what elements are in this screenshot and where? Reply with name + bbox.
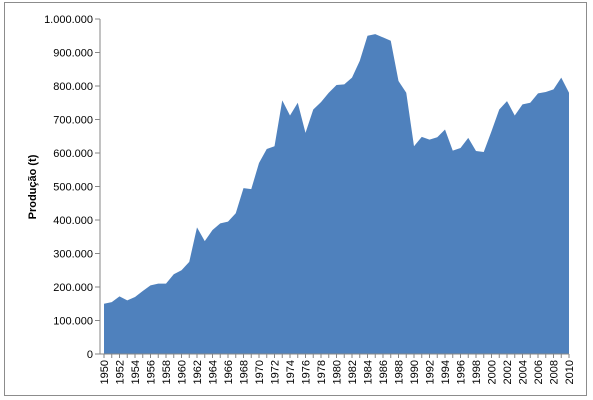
x-tick-label: 2008: [549, 360, 561, 384]
x-tick-label: 1954: [130, 360, 142, 384]
x-tick-label: 1988: [394, 360, 406, 384]
x-tick-label: 1984: [363, 360, 375, 384]
y-tick-label: 0: [87, 349, 93, 361]
x-tick-label: 1956: [146, 360, 158, 384]
x-tick-label: 1966: [223, 360, 235, 384]
x-tick-label: 1958: [161, 360, 173, 384]
x-tick-label: 1974: [285, 360, 297, 384]
x-tick-label: 1986: [378, 360, 390, 384]
series-area: [104, 34, 569, 354]
y-tick-label: 100.000: [53, 316, 93, 328]
y-tick-label: 600.000: [53, 148, 93, 160]
x-tick-label: 1952: [115, 360, 127, 384]
y-tick-label: 800.000: [53, 81, 93, 93]
x-tick-label: 1976: [301, 360, 313, 384]
y-tick-label: 1.000.000: [44, 14, 93, 26]
x-tick-label: 1962: [192, 360, 204, 384]
y-tick-label: 200.000: [53, 282, 93, 294]
x-tick-label: 1960: [177, 360, 189, 384]
x-tick-label: 1992: [425, 360, 437, 384]
y-tick-label: 700.000: [53, 115, 93, 127]
x-tick-label: 1994: [440, 360, 452, 384]
x-tick-label: 1998: [471, 360, 483, 384]
x-tick-label: 1982: [347, 360, 359, 384]
x-tick-label: 1990: [409, 360, 421, 384]
plot-area: 0 100.000 200.000 300.000 400.000 500.000 600.…: [44, 14, 576, 384]
x-tick-label: 2004: [518, 360, 530, 384]
x-tick-label: 2010: [564, 360, 576, 384]
x-tick-label: 2006: [533, 360, 545, 384]
x-tick-label: 2000: [487, 360, 499, 384]
y-tick-label: 400.000: [53, 215, 93, 227]
x-tick-label: 1978: [316, 360, 328, 384]
x-tick-label: 1950: [99, 360, 111, 384]
x-tick-label: 1970: [254, 360, 266, 384]
x-tick-label: 1996: [456, 360, 468, 384]
x-tick-label: 2002: [502, 360, 514, 384]
y-tick-label: 300.000: [53, 249, 93, 261]
y-axis-title: Produção (t): [27, 154, 39, 219]
x-tick-label: 1968: [239, 360, 251, 384]
x-tick-label: 1972: [270, 360, 282, 384]
y-tick-label: 500.000: [53, 182, 93, 194]
x-tick-label: 1980: [332, 360, 344, 384]
x-tick-label: 1964: [208, 360, 220, 384]
y-tick-label: 900.000: [53, 48, 93, 60]
